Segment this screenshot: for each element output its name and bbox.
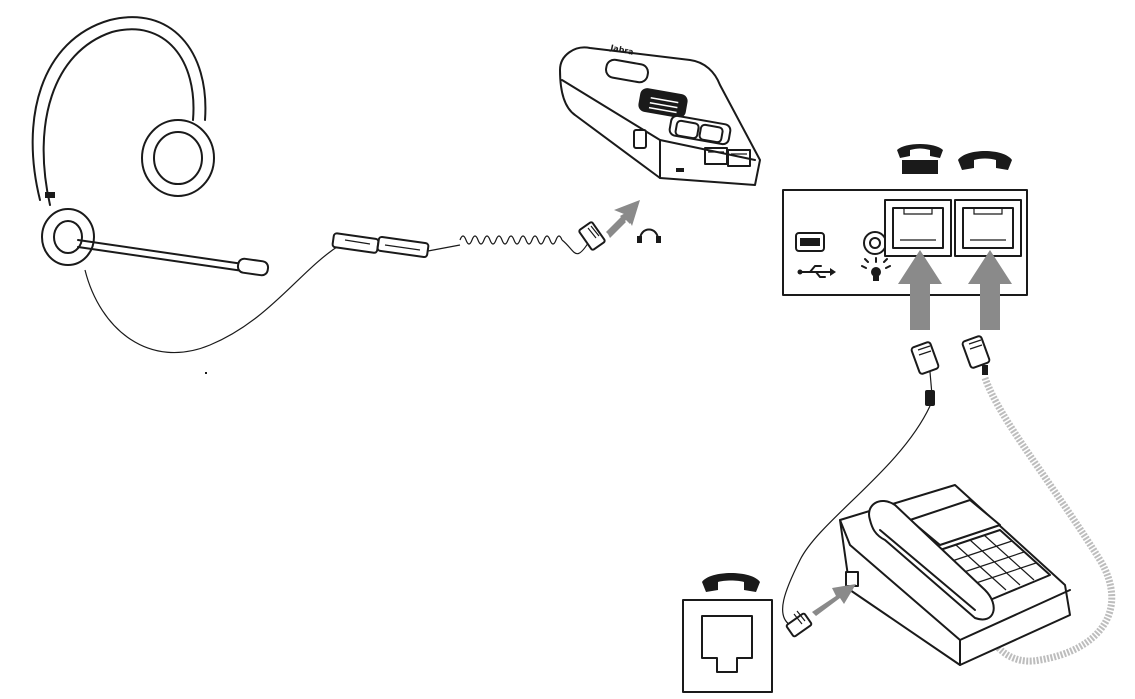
- right-ear-cup: [141, 119, 215, 197]
- wall-handset-icon: [702, 573, 760, 592]
- usb-icon: [797, 265, 836, 278]
- telephone-handset: [868, 500, 995, 621]
- arrow-to-telephone: [812, 584, 856, 616]
- switch-b: [698, 123, 724, 144]
- light-bulb-icon: [861, 257, 891, 281]
- arrow-to-phone-port: [898, 250, 942, 330]
- headset-rj-plug: [578, 221, 606, 251]
- handset-icon: [958, 151, 1012, 170]
- coiled-handset-cord: [976, 376, 1116, 665]
- phone-socket-plug: [785, 610, 813, 638]
- handset-lifted-icon: [897, 144, 943, 174]
- switch-a: [674, 119, 700, 140]
- wall-socket: [682, 599, 773, 693]
- headset: [31, 16, 341, 354]
- left-ear-cup: [41, 208, 95, 266]
- arrow-to-headset-port: [606, 200, 640, 238]
- mute-button: [605, 58, 649, 84]
- volume-control: [638, 88, 688, 118]
- phone-port: [884, 199, 952, 257]
- desk-telephone: [839, 484, 1071, 666]
- quick-disconnect-connector: [331, 232, 430, 259]
- coiled-cable: [427, 235, 591, 255]
- headset-port-icon: [637, 228, 661, 243]
- arrow-to-handset-port: [968, 250, 1012, 330]
- light-port: [863, 231, 887, 255]
- handset-cord-plug: [961, 335, 1116, 665]
- amplifier-unit: Jabra: [559, 43, 761, 186]
- phone-line-plug: [781, 341, 940, 626]
